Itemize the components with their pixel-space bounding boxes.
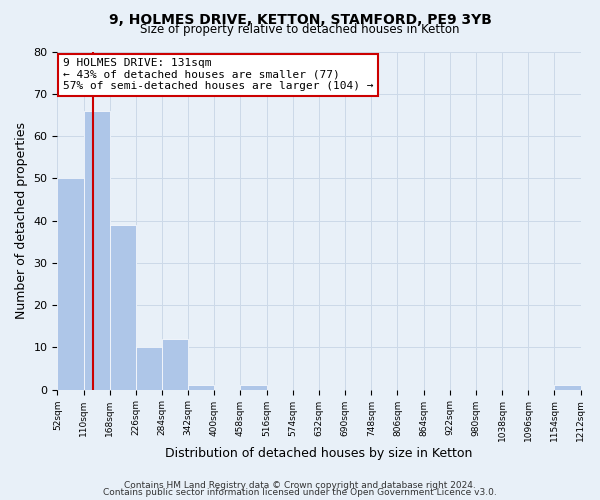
X-axis label: Distribution of detached houses by size in Ketton: Distribution of detached houses by size …	[165, 447, 473, 460]
Text: 9, HOLMES DRIVE, KETTON, STAMFORD, PE9 3YB: 9, HOLMES DRIVE, KETTON, STAMFORD, PE9 3…	[109, 12, 491, 26]
Bar	[83, 110, 110, 390]
Text: Size of property relative to detached houses in Ketton: Size of property relative to detached ho…	[140, 22, 460, 36]
Bar	[554, 386, 581, 390]
Bar	[188, 386, 214, 390]
Bar	[110, 225, 136, 390]
Text: Contains public sector information licensed under the Open Government Licence v3: Contains public sector information licen…	[103, 488, 497, 497]
Bar	[136, 348, 162, 390]
Y-axis label: Number of detached properties: Number of detached properties	[15, 122, 28, 319]
Bar	[162, 339, 188, 390]
Text: Contains HM Land Registry data © Crown copyright and database right 2024.: Contains HM Land Registry data © Crown c…	[124, 480, 476, 490]
Bar	[58, 178, 83, 390]
Bar	[241, 386, 266, 390]
Text: 9 HOLMES DRIVE: 131sqm
← 43% of detached houses are smaller (77)
57% of semi-det: 9 HOLMES DRIVE: 131sqm ← 43% of detached…	[62, 58, 373, 92]
